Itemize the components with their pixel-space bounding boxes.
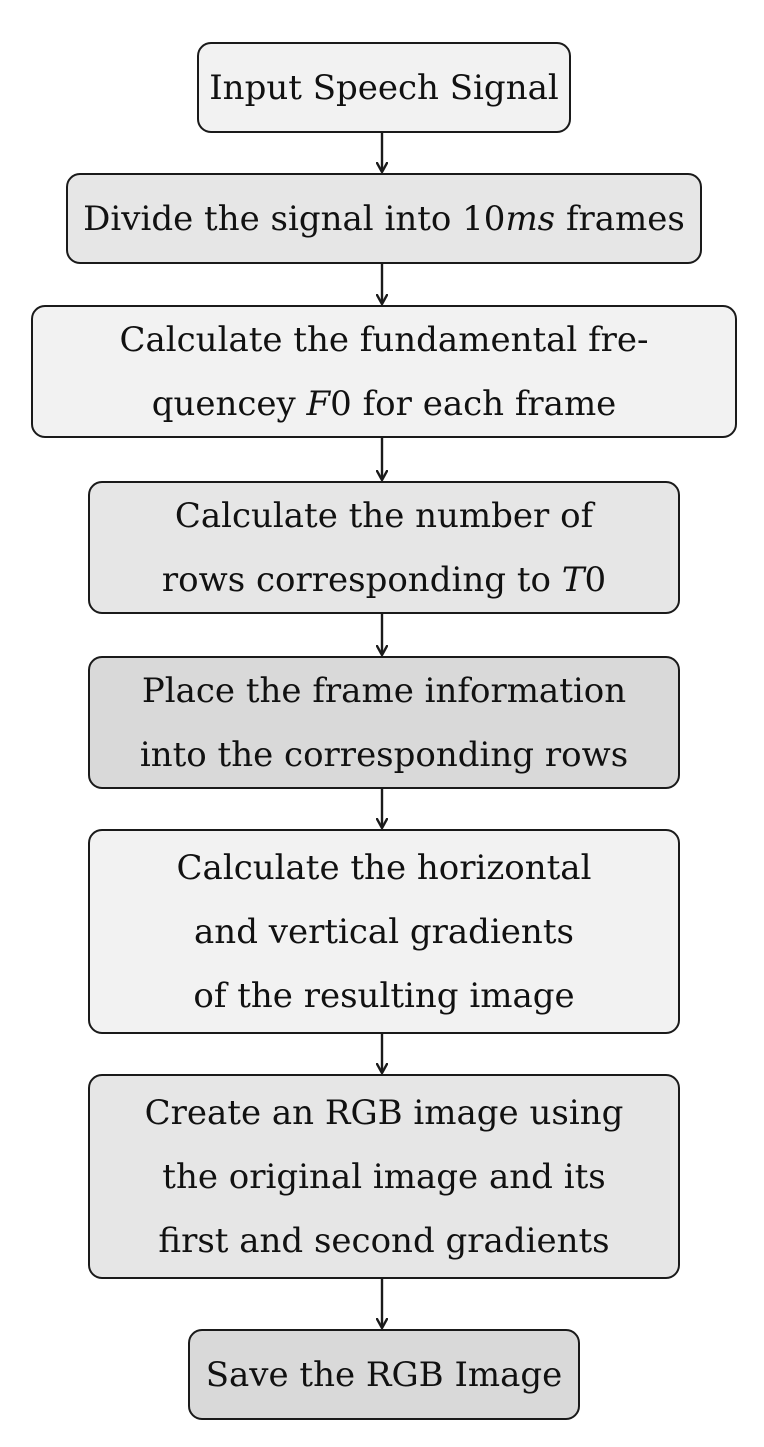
step-line: of the resulting image [193,975,575,1016]
step-calculate-f0: Calculate the fundamental fre- quencey F… [31,305,737,438]
step-line: into the corresponding rows [139,734,629,775]
step-line: the original image and its [162,1156,606,1197]
step-line: Input Speech Signal [209,67,559,108]
step-line: first and second gradients [158,1220,610,1261]
step-calculate-rows: Calculate the number of rows correspondi… [88,481,680,614]
step-save-rgb-image: Save the RGB Image [188,1329,580,1420]
step-create-rgb-image: Create an RGB image using the original i… [88,1074,680,1279]
step-line: Divide the signal into 10ms frames [83,198,685,239]
step-line: Calculate the number of [174,495,594,536]
step-line: rows corresponding to T0 [161,559,607,600]
step-calculate-gradients: Calculate the horizontal and vertical gr… [88,829,680,1034]
step-line: and vertical gradients [194,911,574,952]
step-line: Place the frame information [141,670,627,711]
step-divide-into-frames: Divide the signal into 10ms frames [66,173,702,264]
step-line: Save the RGB Image [205,1354,563,1395]
step-line: Create an RGB image using [144,1092,624,1133]
step-line: Calculate the fundamental fre- [119,319,649,360]
step-input-speech-signal: Input Speech Signal [197,42,571,133]
step-place-frame-information: Place the frame information into the cor… [88,656,680,789]
step-line: Calculate the horizontal [176,847,592,888]
step-line: quencey F0 for each frame [151,383,617,424]
